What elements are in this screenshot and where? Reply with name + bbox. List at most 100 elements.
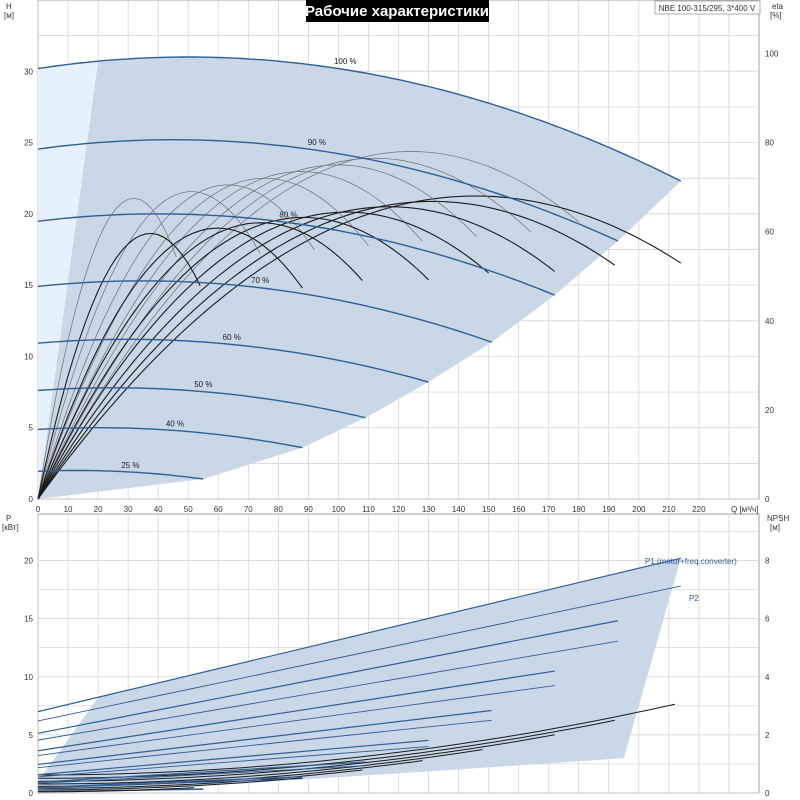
- y2-tick-label: 40: [765, 317, 774, 326]
- power-p2-curve: [37, 640, 618, 741]
- speed-label: 90 %: [308, 138, 326, 147]
- power-p2-curve: [37, 585, 681, 722]
- legend-p1: P1 (motor+freq.converter): [645, 557, 737, 566]
- x-tick-label: 80: [274, 505, 283, 514]
- power-tick-label: 0: [29, 789, 34, 798]
- x-tick-label: 160: [512, 505, 526, 514]
- y2-axis-unit: [%]: [770, 11, 782, 20]
- power-p2-curve: [37, 746, 429, 778]
- power-p1-curve: [37, 620, 618, 734]
- x-tick-label: 210: [662, 505, 676, 514]
- x-tick-label: 150: [482, 505, 496, 514]
- y2-axis-label: eta: [772, 2, 784, 11]
- efficiency-curve: [37, 191, 261, 500]
- y-tick-label: 15: [24, 281, 33, 290]
- curves: 100 % 90 % 80 % 70 % 60 % 50 % 40 % 25 %: [37, 56, 682, 793]
- npsh-axis-unit: [м]: [770, 523, 780, 532]
- efficiency-curve: [37, 157, 531, 500]
- y2-tick-label: 0: [765, 495, 770, 504]
- npsh-tick-label: 6: [765, 615, 770, 624]
- power-p1-curve: [37, 739, 429, 776]
- power-axis-unit: [кВт]: [2, 523, 19, 532]
- legend-p2: P2: [689, 594, 699, 603]
- power-p2-curve: [37, 719, 492, 769]
- speed-label: 50 %: [194, 380, 212, 389]
- power-p1-curve: [37, 761, 366, 783]
- y-axis-label: H: [6, 2, 12, 11]
- efficiency-curve: [37, 216, 429, 500]
- y-axis-unit: [м]: [4, 11, 14, 20]
- x-tick-label: 180: [572, 505, 586, 514]
- speed-label: 40 %: [166, 419, 184, 428]
- y-tick-label: 5: [29, 424, 34, 433]
- head-curve: [37, 427, 303, 449]
- efficiency-curve: [37, 222, 363, 500]
- y-tick-label: 20: [24, 210, 33, 219]
- x-tick-label: 40: [154, 505, 163, 514]
- y2-tick-label: 60: [765, 228, 774, 237]
- x-tick-label: 170: [542, 505, 556, 514]
- power-tick-label: 20: [24, 557, 33, 566]
- x-tick-label: 10: [64, 505, 73, 514]
- x-tick-label: 60: [214, 505, 223, 514]
- y2-tick-label: 80: [765, 139, 774, 148]
- y-tick-label: 10: [24, 352, 33, 361]
- efficiency-curve: [37, 200, 616, 500]
- x-tick-label: 0: [36, 505, 41, 514]
- y2-tick-label: 100: [765, 49, 779, 58]
- x-tick-label: 70: [244, 505, 253, 514]
- x-tick-label: 30: [124, 505, 133, 514]
- axes: 0 10 20 30 40 50 60 70 80 90 100 110 120 130 140 150 160…: [24, 49, 779, 798]
- efficiency-curve: [37, 184, 315, 500]
- power-tick-label: 15: [24, 615, 33, 624]
- x-tick-label: 200: [632, 505, 646, 514]
- efficiency-curve: [37, 171, 423, 500]
- power-tick-label: 5: [29, 731, 34, 740]
- npsh-curve: [38, 749, 483, 785]
- power-p2-curve: [37, 685, 555, 757]
- npsh-curve: [37, 777, 303, 791]
- x-tick-label: 220: [692, 505, 706, 514]
- chart-title: Рабочие характеристики: [305, 3, 489, 20]
- x-tick-label: 120: [392, 505, 406, 514]
- model-label: NBE 100-315/295, 3*400 V: [659, 4, 756, 13]
- power-p1-curve: [37, 670, 555, 752]
- x-axis-label: Q [м³/ч]: [731, 505, 758, 514]
- npsh-tick-label: 2: [765, 731, 770, 740]
- npsh-curve: [38, 787, 195, 793]
- efficiency-curve: [37, 197, 177, 500]
- npsh-tick-label: 4: [765, 673, 770, 682]
- speed-label: 70 %: [251, 276, 269, 285]
- x-tick-label: 50: [184, 505, 193, 514]
- head-curve: [37, 338, 429, 383]
- y-tick-label: 0: [29, 495, 34, 504]
- efficiency-curve: [37, 227, 303, 500]
- head-curve: [37, 213, 555, 296]
- power-axis-label: P: [6, 514, 11, 523]
- efficiency-curve: [37, 232, 201, 500]
- speed-label: 60 %: [223, 333, 241, 342]
- efficiency-curve: [37, 164, 477, 500]
- y-tick-label: 30: [24, 67, 33, 76]
- power-p1-curve: [37, 776, 303, 788]
- speed-label: 100 %: [334, 57, 357, 66]
- speed-label: 25 %: [121, 461, 139, 470]
- npsh-tick-label: 0: [765, 789, 770, 798]
- x-tick-label: 100: [332, 505, 346, 514]
- x-tick-label: 140: [452, 505, 466, 514]
- head-curve: [37, 387, 366, 419]
- efficiency-curve: [37, 177, 369, 500]
- x-tick-label: 20: [94, 505, 103, 514]
- y-tick-label: 25: [24, 139, 33, 148]
- x-tick-label: 130: [422, 505, 436, 514]
- power-p2-curve: [37, 765, 366, 784]
- npsh-curve: [38, 703, 676, 776]
- x-tick-label: 90: [304, 505, 313, 514]
- efficiency-curve: [37, 195, 682, 500]
- efficiency-curve: [37, 151, 580, 500]
- npsh-tick-label: 8: [765, 557, 770, 566]
- head-curve: [37, 280, 492, 343]
- efficiency-curve: [37, 206, 556, 500]
- x-tick-label: 190: [602, 505, 616, 514]
